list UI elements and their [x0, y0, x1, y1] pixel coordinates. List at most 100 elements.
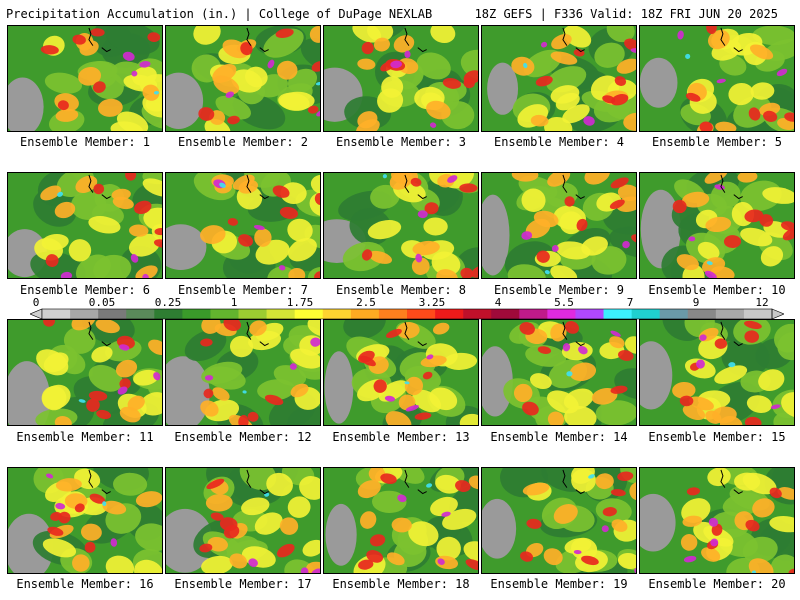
precip-field-4: [482, 26, 636, 131]
member-caption-14: Ensemble Member: 14: [490, 430, 628, 444]
colorbar-label: 9: [692, 296, 700, 309]
colorbar-swatch: [350, 309, 380, 319]
colorbar-swatch: [294, 309, 324, 319]
colorbar-swatch: [378, 309, 408, 319]
colorbar-swatch: [407, 309, 436, 319]
colorbar-swatch: [519, 309, 548, 319]
colorbar-swatch: [547, 309, 576, 319]
member-map-14: [481, 319, 637, 426]
member-map-6: [7, 172, 163, 279]
colorbar-label: 5.5: [554, 296, 574, 309]
precip-field-7: [166, 173, 320, 278]
colorbar-label: 2.5: [356, 296, 376, 309]
colorbar-swatch: [126, 309, 155, 319]
colorbar-label: 1.75: [286, 296, 314, 309]
member-map-19: [481, 467, 637, 574]
member-caption-19: Ensemble Member: 19: [490, 577, 628, 591]
precip-field-6: [8, 173, 162, 278]
member-map-3: [323, 25, 479, 132]
member-caption-8: Ensemble Member: 8: [335, 283, 467, 297]
precip-field-16: [8, 468, 162, 573]
colorbar-swatch: [238, 309, 267, 319]
map-title: Precipitation Accumulation (in.) | Colle…: [6, 7, 433, 21]
precip-field-10: [640, 173, 794, 278]
precip-field-18: [324, 468, 478, 573]
colorbar-swatch: [743, 309, 773, 319]
colorbar-label: 0: [32, 296, 40, 309]
colorbar-label: 4: [494, 296, 502, 309]
precip-field-20: [640, 468, 794, 573]
member-map-18: [323, 467, 479, 574]
colorbar-swatch: [687, 309, 717, 319]
precip-field-13: [324, 320, 478, 425]
member-caption-6: Ensemble Member: 6: [19, 283, 151, 297]
precipitation-colorbar: [30, 308, 784, 320]
member-map-8: [323, 172, 479, 279]
member-map-10: [639, 172, 795, 279]
member-map-12: [165, 319, 321, 426]
member-caption-12: Ensemble Member: 12: [174, 430, 312, 444]
colorbar-label: 1: [230, 296, 238, 309]
colorbar-swatch: [210, 309, 239, 319]
member-map-1: [7, 25, 163, 132]
colorbar-label: 0.25: [154, 296, 182, 309]
member-caption-7: Ensemble Member: 7: [177, 283, 309, 297]
colorbar-swatch: [715, 309, 745, 319]
colorbar-label: 3.25: [418, 296, 446, 309]
colorbar-frame: [41, 308, 773, 320]
precip-field-8: [324, 173, 478, 278]
member-map-4: [481, 25, 637, 132]
precip-field-9: [482, 173, 636, 278]
colorbar-swatch: [70, 309, 99, 319]
colorbar-label: 0.05: [88, 296, 116, 309]
member-caption-4: Ensemble Member: 4: [493, 135, 625, 149]
member-caption-13: Ensemble Member: 13: [332, 430, 470, 444]
colorbar-swatch: [575, 309, 604, 319]
colorbar-swatch: [631, 309, 660, 319]
precip-field-3: [324, 26, 478, 131]
colorbar-swatch: [182, 309, 211, 319]
member-map-20: [639, 467, 795, 574]
member-map-15: [639, 319, 795, 426]
precip-field-19: [482, 468, 636, 573]
colorbar-label: 12: [755, 296, 769, 309]
member-map-2: [165, 25, 321, 132]
precip-field-5: [640, 26, 794, 131]
colorbar-swatch: [322, 309, 352, 319]
colorbar-swatch: [42, 309, 71, 319]
member-map-13: [323, 319, 479, 426]
precip-field-11: [8, 320, 162, 425]
member-caption-2: Ensemble Member: 2: [177, 135, 309, 149]
member-map-17: [165, 467, 321, 574]
member-map-5: [639, 25, 795, 132]
member-map-11: [7, 319, 163, 426]
precip-field-2: [166, 26, 320, 131]
member-caption-20: Ensemble Member: 20: [648, 577, 786, 591]
precip-field-12: [166, 320, 320, 425]
colorbar-swatch: [603, 309, 632, 319]
member-caption-11: Ensemble Member: 11: [16, 430, 154, 444]
member-caption-16: Ensemble Member: 16: [16, 577, 154, 591]
member-caption-10: Ensemble Member: 10: [648, 283, 786, 297]
precip-field-1: [8, 26, 162, 131]
member-map-9: [481, 172, 637, 279]
member-caption-3: Ensemble Member: 3: [335, 135, 467, 149]
colorbar-swatch: [98, 309, 127, 319]
colorbar-low-arrow: [30, 308, 43, 320]
colorbar-swatch: [154, 309, 183, 319]
member-caption-1: Ensemble Member: 1: [19, 135, 151, 149]
colorbar-swatch: [659, 309, 689, 319]
member-caption-5: Ensemble Member: 5: [651, 135, 783, 149]
member-caption-18: Ensemble Member: 18: [332, 577, 470, 591]
colorbar-swatch: [491, 309, 520, 319]
member-caption-15: Ensemble Member: 15: [648, 430, 786, 444]
member-map-16: [7, 467, 163, 574]
colorbar-swatch: [266, 309, 295, 319]
member-map-7: [165, 172, 321, 279]
member-caption-9: Ensemble Member: 9: [493, 283, 625, 297]
precip-field-15: [640, 320, 794, 425]
precip-field-17: [166, 468, 320, 573]
run-info: 18Z GEFS | F336 Valid: 18Z FRI JUN 20 20…: [474, 7, 778, 21]
colorbar-label: 7: [626, 296, 634, 309]
